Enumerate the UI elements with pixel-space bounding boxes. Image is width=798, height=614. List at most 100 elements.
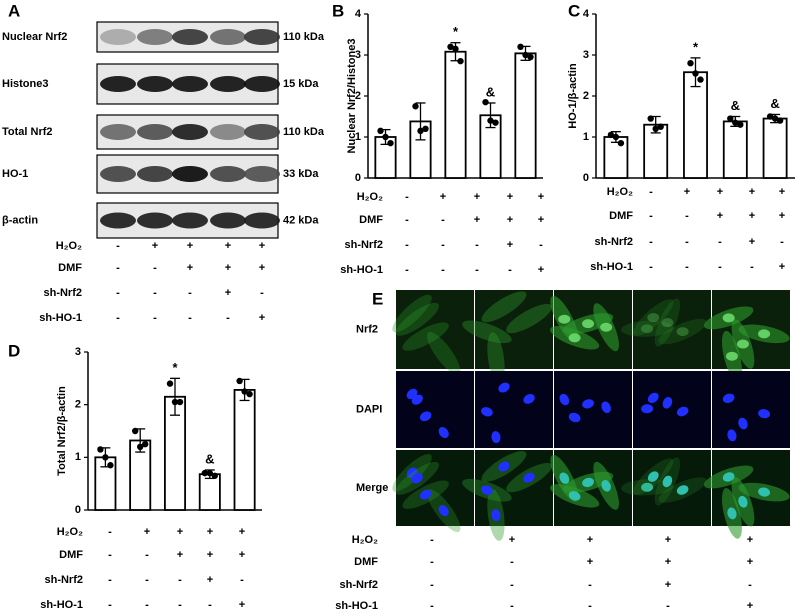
nucleus [738, 417, 748, 430]
treatment-sign: + [207, 526, 213, 538]
data-point [176, 398, 184, 406]
bar [233, 389, 256, 511]
y-tick-label: 4 [583, 8, 590, 20]
treatment-sign: - [539, 239, 543, 251]
y-tick-label: 0 [75, 504, 81, 516]
data-point [697, 76, 704, 83]
treatment-sign: - [750, 261, 754, 273]
row-label: Nrf2 [356, 323, 378, 335]
nuclear-signal [568, 333, 581, 343]
nucleus [582, 399, 594, 409]
treatment-sign: + [665, 579, 671, 591]
y-tick-label: 3 [75, 346, 81, 358]
nuclear-signal [758, 329, 771, 339]
nucleus [676, 485, 689, 495]
treatment-sign: - [685, 261, 689, 273]
nuclear-signal [736, 339, 749, 349]
treatment-sign: - [116, 287, 120, 299]
data-point [102, 454, 109, 461]
y-tick-label: 2 [355, 90, 361, 102]
nucleus [411, 473, 423, 484]
treatment-sign: + [259, 262, 265, 274]
treatment-sign: - [649, 236, 653, 248]
panel-label: B [332, 1, 344, 20]
treatment-sign: + [187, 240, 193, 252]
cell-body [621, 320, 674, 337]
data-point [137, 443, 144, 450]
size-label: 42 kDa [283, 214, 319, 226]
data-point [687, 60, 694, 67]
nucleus [647, 392, 659, 404]
nuclear-signal [600, 322, 613, 332]
data-point [206, 469, 213, 477]
blot-band [210, 124, 246, 140]
treatment-sign: + [538, 264, 544, 276]
nucleus [722, 393, 735, 403]
cell-body [487, 332, 505, 384]
treatment-label: H₂O₂ [357, 191, 383, 203]
data-point [727, 115, 734, 122]
nuclear-signal [661, 318, 674, 328]
treatment-label: DMF [354, 556, 378, 568]
treatment-sign: + [225, 287, 231, 299]
data-point [766, 113, 774, 120]
blot-band [100, 29, 136, 45]
data-point [246, 390, 253, 398]
data-point [776, 117, 784, 124]
treatment-sign: - [508, 264, 512, 276]
nucleus [641, 482, 654, 492]
significance-label: & [486, 84, 495, 99]
data-point [482, 98, 489, 106]
y-axis-label: Total Nrf2/β-actin [56, 386, 68, 476]
data-point [377, 127, 384, 135]
significance-label: & [205, 451, 214, 466]
protein-label: Histone3 [2, 78, 48, 90]
panel-label: A [8, 1, 20, 20]
blot-band [244, 124, 280, 140]
treatment-sign: - [475, 264, 479, 276]
treatment-sign: - [153, 287, 157, 299]
treatment-label: sh-Nrf2 [44, 574, 83, 586]
treatment-sign: + [684, 186, 690, 198]
significance-label: * [693, 39, 699, 54]
nucleus [438, 427, 449, 439]
treatment-sign: - [405, 239, 409, 251]
significance-label: * [172, 360, 178, 375]
treatment-sign: + [749, 210, 755, 222]
data-point [647, 115, 654, 122]
treatment-sign: - [780, 236, 784, 248]
treatment-label: sh-HO-1 [40, 599, 83, 611]
row-label: DAPI [356, 403, 382, 415]
blot-band [100, 166, 136, 182]
treatment-sign: - [405, 191, 409, 203]
size-label: 33 kDa [283, 168, 319, 180]
blot-band [137, 212, 173, 229]
nucleus [419, 489, 432, 500]
treatment-sign: + [779, 186, 785, 198]
treatment-sign: - [685, 210, 689, 222]
nucleus [559, 393, 570, 406]
y-axis-label: HO-1/β-actin [567, 63, 579, 129]
cell-body [633, 299, 674, 336]
nucleus [601, 401, 611, 414]
nuclear-signal [582, 319, 595, 329]
size-label: 110 kDa [283, 126, 325, 138]
treatment-label: DMF [58, 262, 82, 274]
treatment-sign: + [474, 214, 480, 226]
nucleus [727, 507, 737, 520]
treatment-sign: - [178, 574, 182, 586]
data-point [487, 117, 494, 124]
treatment-sign: + [187, 262, 193, 274]
nuclear-signal [641, 324, 654, 334]
treatment-sign: + [144, 526, 150, 538]
data-point [422, 125, 429, 132]
nucleus [438, 505, 449, 517]
size-label: 15 kDa [283, 78, 319, 90]
treatment-label: sh-HO-1 [335, 600, 378, 612]
bar [444, 50, 467, 179]
treatment-label: sh-Nrf2 [344, 239, 383, 251]
micrograph [396, 290, 474, 369]
nucleus [641, 404, 654, 414]
treatment-sign: + [239, 549, 245, 561]
cell-body [426, 331, 461, 375]
